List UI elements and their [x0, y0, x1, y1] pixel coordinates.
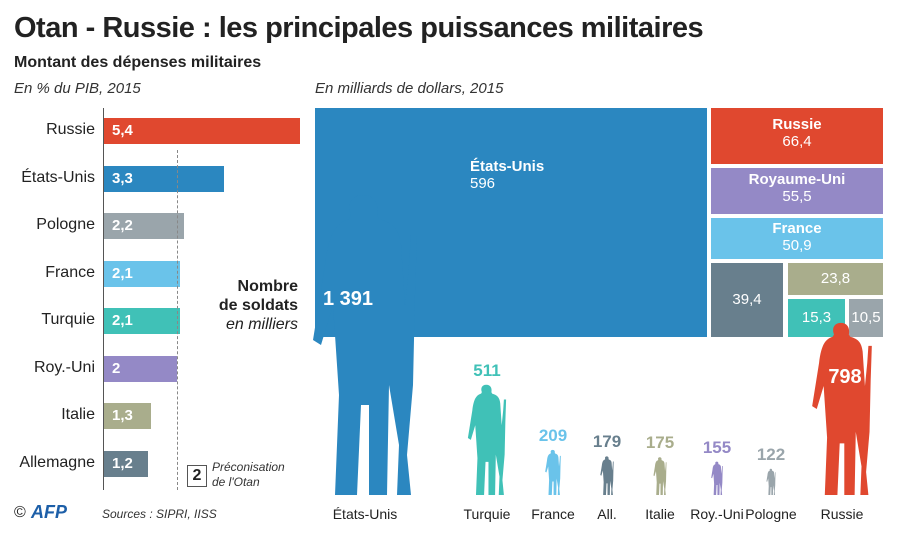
bar-label: Pologne	[36, 216, 95, 233]
soldier-country-label: Roy.-Uni	[690, 506, 744, 522]
soldier-value: 122	[756, 444, 786, 464]
cell-name: Royaume-Uni	[748, 171, 846, 188]
bar: 1,2	[104, 450, 148, 477]
reference-text: Préconisation de l'Otan	[212, 460, 285, 489]
treemap-cell: Russie 66,4	[711, 108, 883, 164]
bar: 3,3	[104, 165, 224, 192]
cell-value: 39,4	[732, 291, 762, 308]
reference-value: 2	[187, 465, 207, 487]
soldier-country-label: Pologne	[745, 506, 797, 522]
soldier-icon	[766, 468, 776, 495]
soldier-value: 1 391	[322, 288, 374, 310]
cell-value: 10,5	[851, 309, 881, 326]
cell-value: 50,9	[782, 237, 812, 254]
soldier-country-label: France	[531, 506, 575, 522]
copyright: ©	[14, 504, 26, 521]
soldier-value: 179	[592, 432, 622, 452]
cell-name: États-Unis	[470, 158, 545, 175]
cell-name: Russie	[772, 116, 822, 133]
soldiers-title: Nombre de soldats en milliers	[218, 278, 298, 333]
bar-label: Russie	[46, 121, 95, 138]
treemap-cell: 39,4	[711, 263, 783, 337]
cell-value: 23,8	[820, 270, 851, 287]
cell-value: 596	[470, 175, 496, 192]
bar: 2,1	[104, 260, 181, 287]
soldier-value: 798	[828, 366, 862, 388]
soldier-value: 209	[538, 425, 568, 445]
soldier-icon	[600, 456, 614, 495]
soldier-icon	[545, 449, 561, 495]
nato-reference-line	[177, 150, 178, 490]
bar-label: France	[45, 263, 95, 281]
bar: 5,4	[104, 118, 301, 144]
bar-axis	[103, 108, 104, 490]
soldier-country-label: Russie	[820, 506, 864, 522]
sources: Sources : SIPRI, IISS	[102, 507, 217, 521]
soldier-value: 155	[702, 437, 732, 457]
treemap-cell: France 50,9	[711, 218, 883, 259]
bar-label: Roy.-Uni	[33, 358, 95, 376]
bar: 2,1	[104, 308, 181, 334]
soldier-country-label: Turquie	[463, 506, 511, 522]
afp-logo: AFP	[31, 502, 67, 522]
bar-label: Italie	[61, 406, 95, 423]
bar-chart-title: En % du PIB, 2015	[14, 80, 141, 97]
bar: 1,3	[104, 403, 152, 429]
cell-value: 66,4	[782, 133, 812, 150]
bar: 2,2	[104, 213, 184, 239]
subtitle: Montant des dépenses militaires	[14, 54, 262, 71]
page-title: Otan - Russie : les principales puissanc…	[14, 12, 704, 44]
soldier-country-label: États-Unis	[332, 506, 398, 522]
cell-value: 15,3	[801, 309, 832, 326]
treemap-cell: Royaume-Uni 55,5	[711, 168, 883, 214]
cell-name: France	[772, 220, 822, 237]
bar: 2	[104, 355, 177, 382]
cell-value: 55,5	[782, 188, 812, 205]
soldier-value: 175	[645, 433, 675, 453]
treemap-title: En milliards de dollars, 2015	[315, 80, 504, 97]
soldier-value: 511	[473, 360, 501, 380]
soldier-icon	[653, 457, 667, 495]
soldier-icon	[467, 384, 507, 495]
bar-label: Allemagne	[19, 453, 95, 471]
treemap-cell: 23,8	[788, 263, 883, 295]
bar-label: Turquie	[41, 311, 95, 328]
soldier-icon	[313, 195, 417, 495]
treemap-cell: 10,5	[849, 299, 883, 337]
soldier-icon	[812, 322, 872, 495]
soldier-icon	[711, 461, 723, 495]
soldier-country-label: Italie	[645, 506, 675, 522]
bar-label: États-Unis	[21, 168, 95, 186]
soldier-country-label: All.	[597, 506, 617, 522]
